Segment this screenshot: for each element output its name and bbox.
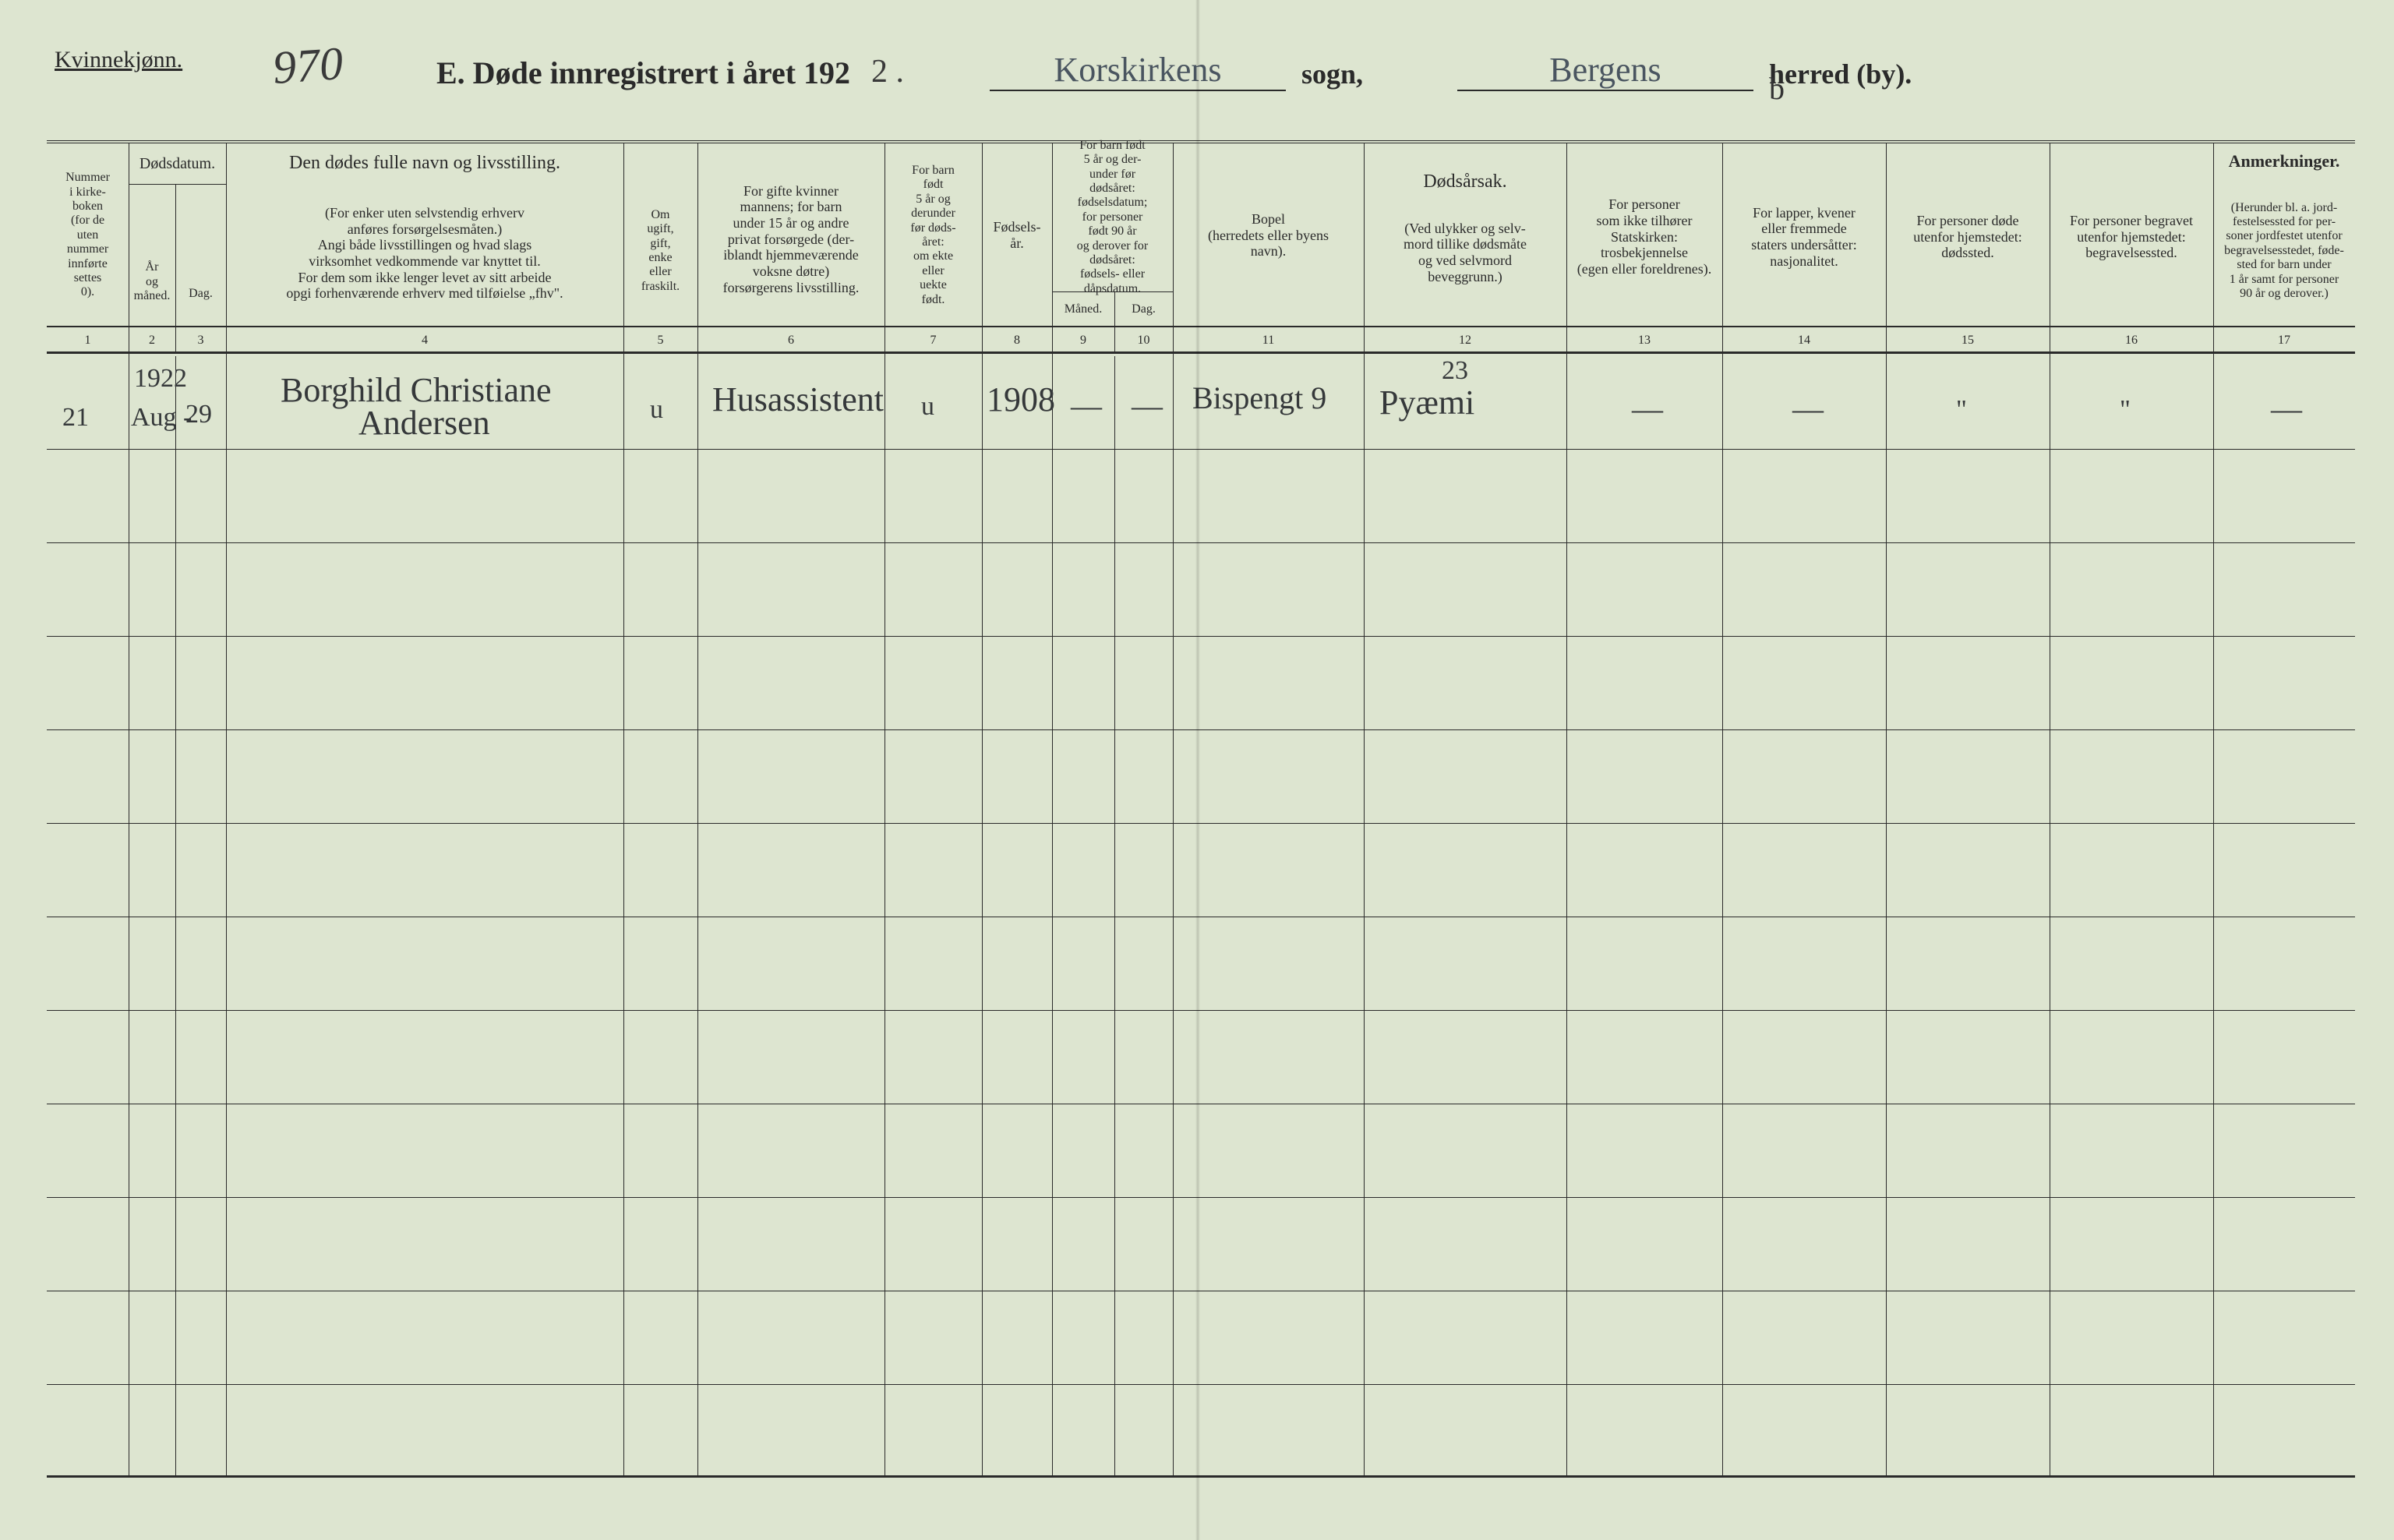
cell-birthyear: 1908: [987, 380, 1055, 419]
header-col-6: For gifte kvinnermannens; for barnunder …: [697, 151, 885, 327]
colnum: 12: [1364, 327, 1566, 354]
header-col-12-sub: (Ved ulykker og selv-mord tillike dødsmå…: [1364, 198, 1566, 307]
table-row: [47, 917, 2355, 1011]
header-col-12-top: Dødsårsak.: [1364, 167, 1566, 198]
colnum: 8: [982, 327, 1052, 354]
cell-cause: Pyæmi: [1379, 383, 1474, 422]
table-row: [47, 1198, 2355, 1291]
header-col-9-top: For barn født5 år og der-under førdødsår…: [1052, 143, 1173, 291]
header-col-17-sub: (Herunder bl. a. jord-festelsessted for …: [2213, 175, 2355, 327]
header-col-15: For personer dødeutenfor hjemstedet:døds…: [1886, 182, 2050, 291]
sogn-handwritten: Korskirkens: [990, 50, 1286, 91]
header-col-11: Bopel(herredets eller byensnavn).: [1173, 190, 1364, 281]
header-col-13: For personersom ikke tilhørerStatskirken…: [1566, 167, 1722, 307]
header-col-4-sub: (For enker uten selvstendig erhvervanfør…: [226, 179, 623, 327]
gender-label: Kvinnekjønn.: [55, 47, 182, 73]
header-col-7: For barnfødt5 år ogderunderfør døds-året…: [885, 143, 982, 327]
header-col-5: Omugift,gift,enkeellerfraskilt.: [623, 175, 697, 327]
header-col-16: For personer begravetutenfor hjemstedet:…: [2050, 182, 2213, 291]
header-subrule: [129, 184, 226, 185]
cell-c14: —: [1792, 390, 1824, 427]
cell-cause-top: 23: [1442, 356, 1468, 386]
colnum: 9: [1052, 327, 1114, 354]
colnum: 4: [226, 327, 623, 354]
page-number-handwritten: 970: [271, 37, 345, 95]
header-col-4-top: Den dødes fulle navn og livsstilling.: [226, 148, 623, 179]
colnum: 13: [1566, 327, 1722, 354]
cell-month: Aug -: [131, 403, 192, 433]
herred-handwritten: Bergens: [1457, 50, 1753, 91]
cell-num: 21: [62, 403, 89, 433]
sogn-label: sogn,: [1301, 58, 1363, 90]
table-row: [47, 1011, 2355, 1104]
table-row: [47, 824, 2355, 917]
title-row: Kvinnekjønn. 970 E. Døde innregistrert i…: [55, 47, 2332, 140]
header-col-1: Nummeri kirke-boken(for deutennummerinnf…: [47, 143, 129, 327]
colnum: 10: [1114, 327, 1173, 354]
cell-marital: u: [650, 395, 663, 425]
colnum: 15: [1886, 327, 2050, 354]
page: Kvinnekjønn. 970 E. Døde innregistrert i…: [0, 0, 2394, 1540]
table-row: [47, 637, 2355, 730]
header-col-9b: Dag.: [1114, 291, 1173, 327]
table-row: [47, 1104, 2355, 1198]
cell-day: 29: [185, 400, 212, 429]
header-band: Nummeri kirke-boken(for deutennummerinnf…: [47, 143, 2355, 327]
colnum: 1: [47, 327, 129, 354]
table-row: [47, 1291, 2355, 1385]
header-col-2-top: Dødsdatum.: [129, 143, 226, 184]
header-col-17-top: Anmerkninger.: [2213, 148, 2355, 175]
cell-name2: Andersen: [358, 403, 490, 443]
register-table: Nummeri kirke-boken(for deutennummerinnf…: [47, 140, 2355, 1478]
table-row: 21 1922 Aug - 29 Borghild Christiane And…: [47, 356, 2355, 450]
colnum: 7: [885, 327, 982, 354]
colnum: 3: [175, 327, 226, 354]
colnum: 5: [623, 327, 697, 354]
table-row: [47, 450, 2355, 543]
colnum: 14: [1722, 327, 1886, 354]
cell-residence: Bispengt 9: [1192, 380, 1326, 416]
header-col-9a: Måned.: [1052, 291, 1114, 327]
cell-c16: ": [2120, 395, 2131, 425]
cell-c15: ": [1956, 395, 1967, 425]
colnum: 16: [2050, 327, 2213, 354]
body-rows: 21 1922 Aug - 29 Borghild Christiane And…: [47, 356, 2355, 1475]
colnum: 11: [1173, 327, 1364, 354]
column-number-row: 1 2 3 4 5 6 7 8 9 10 11 12 13 14 15 16 1…: [47, 327, 2355, 354]
cell-year: 1922: [134, 364, 187, 394]
cell-birthmonth: —: [1071, 387, 1102, 424]
header-col-2b: Dag.: [175, 260, 226, 327]
colnum: 17: [2213, 327, 2355, 354]
table-row: [47, 730, 2355, 824]
cell-legit: u: [921, 392, 934, 422]
colnum: 6: [697, 327, 885, 354]
header-col-14: For lapper, kvenereller fremmedestaters …: [1722, 175, 1886, 299]
cell-birthday: —: [1132, 387, 1163, 424]
herred-strike-mark: b: [1769, 70, 1800, 101]
cell-c17: —: [2271, 390, 2302, 427]
header-col-8: Fødsels-år.: [982, 198, 1052, 273]
table-row: [47, 1385, 2355, 1481]
title-year-suffix-hand: 2 .: [871, 53, 904, 90]
table-row: [47, 543, 2355, 637]
cell-provider: Husassistent: [712, 380, 884, 419]
title-printed: E. Døde innregistrert i året 192: [436, 55, 850, 91]
colnum: 2: [129, 327, 175, 354]
cell-c13: —: [1632, 390, 1663, 427]
header-col-2a: Årogmåned.: [129, 237, 175, 327]
